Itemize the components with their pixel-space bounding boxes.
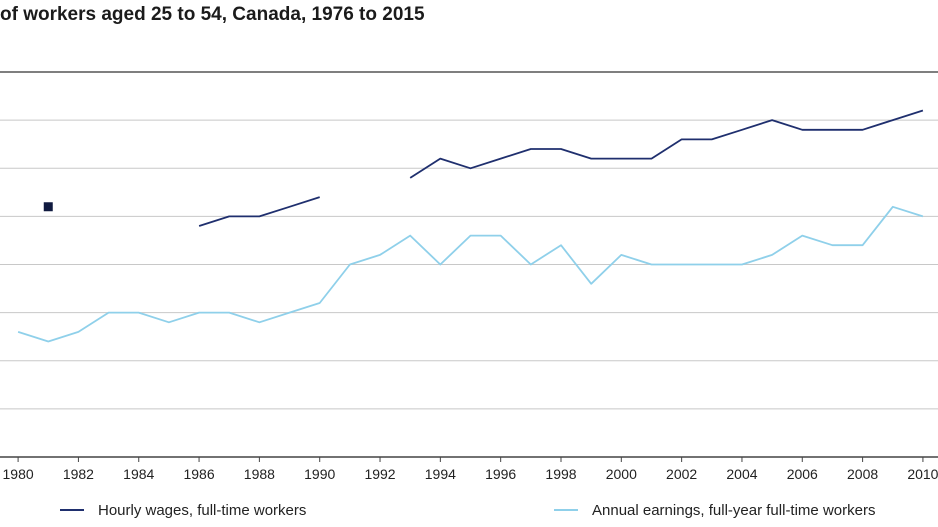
series-line-hourly <box>409 109 924 179</box>
chart-title: of workers aged 25 to 54, Canada, 1976 t… <box>0 4 425 25</box>
x-tick-label: 1986 <box>183 466 214 482</box>
x-tick-label: 1998 <box>545 466 576 482</box>
x-tick-label: 1994 <box>425 466 456 482</box>
x-tick-label: 1980 <box>3 466 34 482</box>
x-tick-label: 1992 <box>364 466 395 482</box>
legend-label-hourly: Hourly wages, full-time workers <box>98 501 307 519</box>
x-tick-label: 2010 <box>907 466 938 482</box>
legend-swatch-annual <box>554 509 578 511</box>
x-tick-label: 2002 <box>666 466 697 482</box>
x-tick-label: 2000 <box>606 466 637 482</box>
x-tick-label: 1982 <box>63 466 94 482</box>
x-tick-label: 2008 <box>847 466 878 482</box>
series-lines <box>17 109 924 343</box>
x-tick-label: 2004 <box>726 466 757 482</box>
x-tick-label: 2006 <box>787 466 818 482</box>
series-marker-hourly <box>43 202 53 212</box>
legend-item-hourly: Hourly wages, full-time workers <box>60 498 306 522</box>
series-line-annual <box>17 205 924 343</box>
legend-swatch-hourly <box>60 509 84 511</box>
legend-item-annual: Annual earnings, full-year full-time wor… <box>554 498 875 522</box>
x-tick-label: 1984 <box>123 466 154 482</box>
x-axis: 1980 1982 1984 1986 1988 1990 1992 1994 1996 1998… <box>0 456 938 482</box>
x-tick-label: 1990 <box>304 466 335 482</box>
x-tick-label: 1996 <box>485 466 516 482</box>
x-tick-label: 1988 <box>244 466 275 482</box>
gridlines <box>0 71 938 410</box>
legend-label-annual: Annual earnings, full-year full-time wor… <box>592 501 876 519</box>
series-line-hourly <box>198 196 320 227</box>
